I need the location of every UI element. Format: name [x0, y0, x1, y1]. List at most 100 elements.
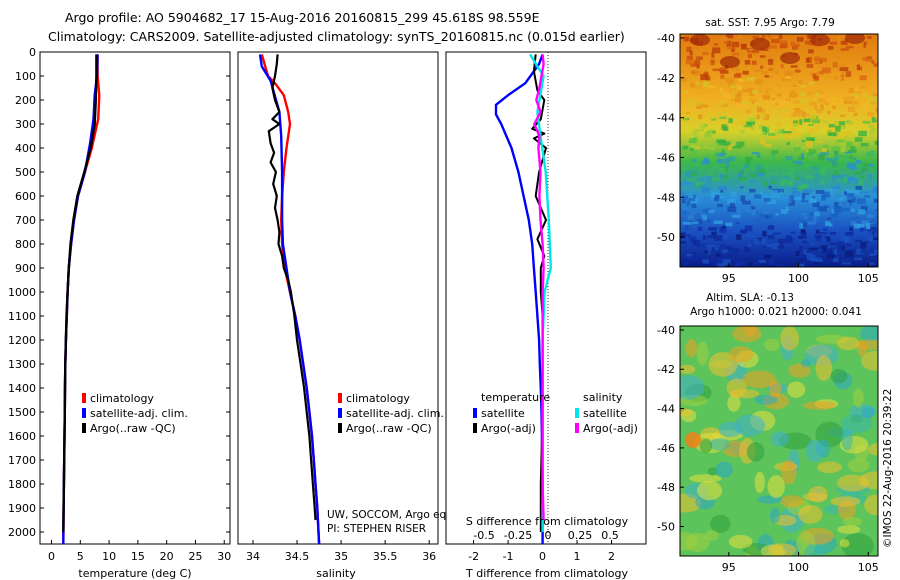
- sst-texture-cell: [683, 105, 692, 112]
- sst-texture-cell: [713, 167, 719, 170]
- sst-texture-cell: [697, 226, 703, 232]
- sst-texture-cell: [875, 116, 878, 120]
- sst-texture-cell: [873, 198, 878, 203]
- sst-texture-cell: [697, 231, 702, 236]
- sst-texture-cell: [829, 132, 836, 137]
- sst-texture-cell: [813, 173, 820, 177]
- sst-texture-cell: [741, 100, 751, 105]
- sst-texture-cell: [748, 98, 757, 102]
- sst-texture-cell: [801, 133, 810, 139]
- sla-texture-blob: [770, 431, 789, 447]
- sst-texture-cell: [719, 67, 727, 73]
- sst-texture-cell: [848, 121, 853, 125]
- sst-texture-cell: [836, 183, 841, 188]
- difference-x-axis: -2 -1 0 1 2 -0.5 -0.25 0 0.25 0.5: [468, 529, 619, 563]
- sst-texture-cell: [837, 35, 845, 41]
- sst-texture-cell: [711, 52, 715, 58]
- sst-texture-cell: [698, 114, 703, 120]
- difference-legend-swatch: [473, 408, 477, 418]
- map-lat-tick-label: -46: [657, 151, 675, 164]
- sla-texture-blob: [781, 459, 797, 485]
- sst-texture-cell: [785, 156, 793, 161]
- sst-texture-cell: [840, 180, 848, 185]
- sst-texture-cell: [805, 189, 813, 193]
- sst-texture-cell: [781, 99, 790, 104]
- sst-texture-cell: [702, 52, 709, 56]
- sst-texture-cell: [695, 81, 699, 88]
- sst-warm-patch: [845, 34, 865, 44]
- sst-texture-cell: [866, 151, 872, 157]
- sst-texture-cell: [852, 93, 860, 97]
- sst-texture-cell: [758, 254, 764, 258]
- sst-texture-cell: [700, 74, 709, 80]
- sst-texture-cell: [844, 135, 848, 142]
- sst-texture-cell: [682, 145, 689, 150]
- sst-texture-cell: [820, 171, 826, 176]
- sst-texture-cell: [861, 110, 867, 114]
- sst-texture-cell: [851, 197, 857, 203]
- sst-texture-cell: [870, 101, 877, 105]
- temperature-plot-frame: [39, 51, 231, 545]
- sst-texture-cell: [844, 158, 849, 164]
- sst-texture-cell: [847, 197, 852, 204]
- sst-texture-cell: [728, 156, 736, 162]
- sst-texture-cell: [693, 137, 698, 143]
- sst-texture-cell: [680, 182, 684, 188]
- sst-texture-cell: [841, 226, 847, 231]
- sst-texture-cell: [777, 243, 784, 249]
- sst-texture-cell: [771, 38, 780, 44]
- sst-texture-cell: [848, 176, 855, 180]
- sst-texture-cell: [728, 88, 736, 91]
- sst-texture-cell: [784, 70, 794, 76]
- sst-texture-cell: [854, 171, 863, 175]
- sst-texture-cell: [688, 140, 696, 143]
- sst-texture-cell: [718, 105, 722, 109]
- sst-texture-cell: [833, 132, 839, 137]
- sst-texture-cell: [810, 247, 819, 250]
- sst-texture-cell: [756, 106, 763, 113]
- sst-texture-cell: [862, 92, 869, 98]
- depth-tick-label: 1000: [8, 286, 36, 299]
- sst-texture-cell: [821, 180, 825, 186]
- salinity-difference-tick-label: 0: [545, 529, 552, 542]
- sst-texture-cell: [832, 257, 839, 262]
- sst-texture-cell: [805, 175, 813, 179]
- sst-texture-cell: [707, 85, 716, 89]
- sst-texture-cell: [835, 125, 841, 132]
- sst-texture-cell: [787, 169, 794, 176]
- sst-texture-cell: [809, 212, 814, 216]
- sst-texture-cell: [701, 176, 705, 182]
- sst-texture-cell: [748, 234, 757, 238]
- sst-texture-cell: [702, 81, 710, 88]
- sst-texture-cell: [850, 249, 857, 252]
- sst-texture-cell: [695, 85, 702, 89]
- sst-texture-cell: [785, 206, 789, 211]
- sst-texture-cell: [772, 172, 779, 175]
- sla-texture-blob: [803, 544, 825, 556]
- sst-texture-cell: [768, 68, 774, 71]
- sst-texture-cell: [823, 233, 830, 237]
- sst-texture-cell: [733, 179, 738, 184]
- sst-texture-cell: [867, 36, 872, 39]
- sst-texture-cell: [789, 93, 798, 98]
- sst-texture-cell: [829, 231, 837, 235]
- sst-texture-cell: [871, 60, 875, 65]
- sla-field-texture: [680, 326, 878, 556]
- sst-texture-cell: [707, 235, 716, 239]
- sst-texture-cell: [815, 92, 820, 97]
- sst-texture-cell: [772, 190, 778, 194]
- depth-tick-label: 1700: [8, 454, 36, 467]
- sst-texture-cell: [771, 175, 775, 181]
- sst-texture-cell: [822, 228, 828, 231]
- sst-texture-cell: [821, 148, 827, 153]
- sst-texture-cell: [805, 137, 815, 141]
- depth-tick-label: 200: [15, 94, 36, 107]
- sst-texture-cell: [801, 258, 807, 264]
- sla-texture-blob: [803, 492, 828, 502]
- sst-texture-cell: [850, 221, 857, 226]
- sst-texture-cell: [728, 118, 733, 124]
- sst-texture-cell: [740, 43, 747, 50]
- sst-texture-cell: [698, 252, 702, 258]
- sst-texture-cell: [806, 254, 816, 261]
- sst-texture-cell: [700, 104, 709, 108]
